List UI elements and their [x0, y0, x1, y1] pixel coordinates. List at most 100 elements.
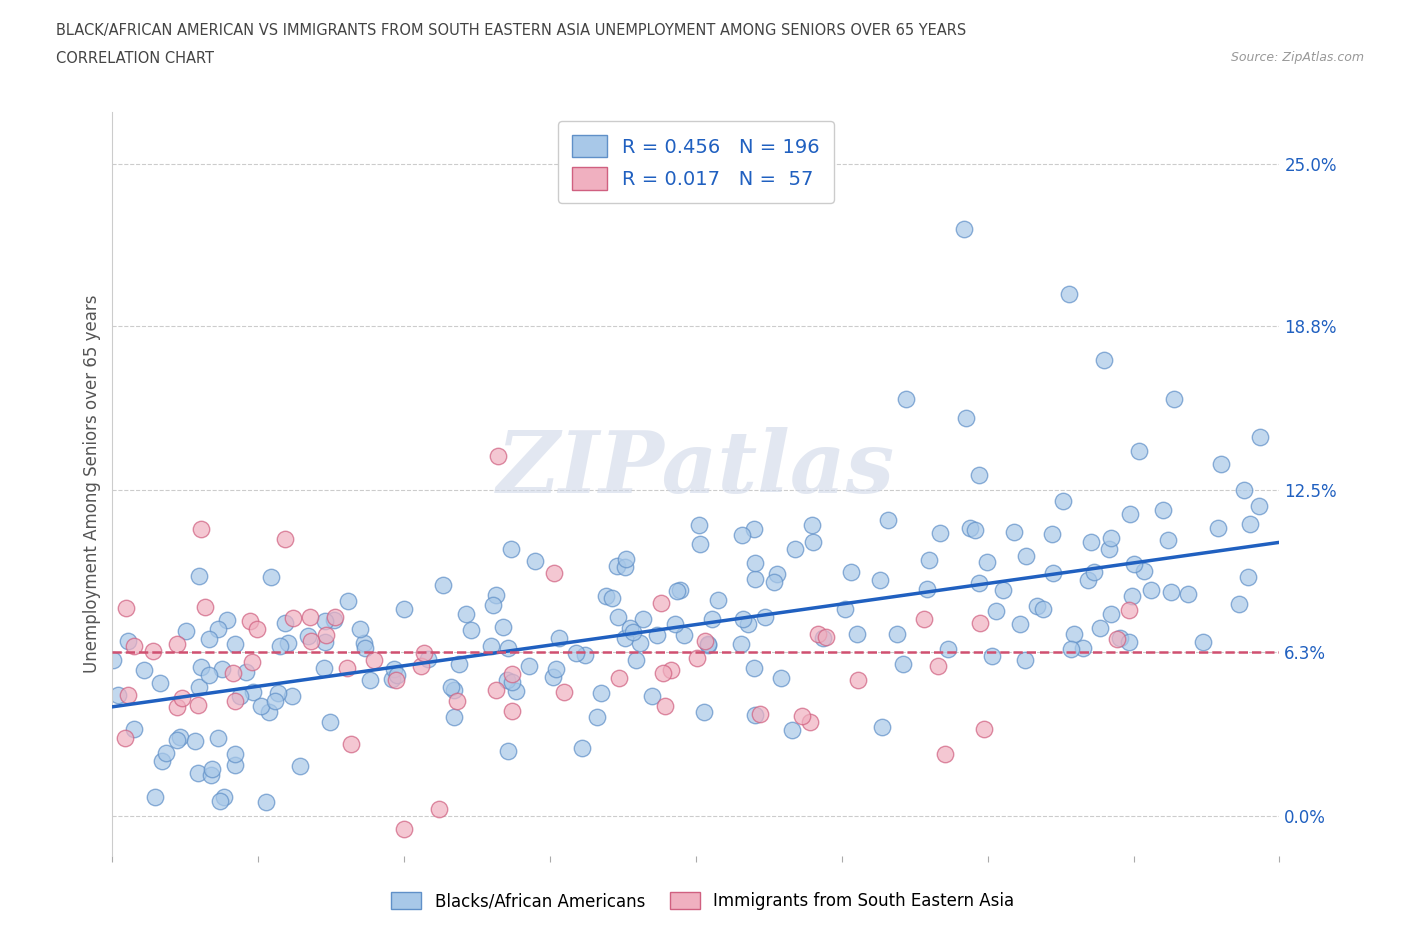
Point	[1206, 520, 1229, 535]
Point	[1002, 525, 1025, 539]
Point	[281, 610, 304, 625]
Legend: Blacks/African Americans, Immigrants from South Eastern Asia: Blacks/African Americans, Immigrants fro…	[385, 885, 1021, 917]
Point	[973, 722, 995, 737]
Point	[274, 532, 297, 547]
Point	[1119, 507, 1142, 522]
Point	[314, 613, 336, 628]
Point	[242, 684, 264, 699]
Point	[613, 631, 636, 646]
Point	[744, 522, 766, 537]
Point	[696, 637, 718, 652]
Point	[693, 705, 716, 720]
Point	[505, 684, 527, 698]
Point	[117, 633, 139, 648]
Text: Source: ZipAtlas.com: Source: ZipAtlas.com	[1230, 51, 1364, 64]
Point	[1118, 634, 1140, 649]
Point	[955, 411, 977, 426]
Point	[631, 612, 654, 627]
Point	[1083, 565, 1105, 579]
Point	[731, 527, 754, 542]
Point	[801, 518, 824, 533]
Point	[1132, 564, 1154, 578]
Point	[288, 758, 311, 773]
Point	[1123, 556, 1146, 571]
Point	[501, 675, 523, 690]
Point	[834, 602, 856, 617]
Point	[224, 694, 246, 709]
Point	[689, 537, 711, 551]
Point	[207, 731, 229, 746]
Point	[254, 795, 277, 810]
Point	[641, 688, 664, 703]
Point	[314, 635, 336, 650]
Point	[496, 743, 519, 758]
Point	[614, 551, 637, 566]
Point	[212, 790, 235, 804]
Point	[1032, 602, 1054, 617]
Point	[730, 637, 752, 652]
Point	[187, 568, 209, 583]
Point	[595, 589, 617, 604]
Point	[1042, 565, 1064, 580]
Point	[801, 535, 824, 550]
Y-axis label: Unemployment Among Seniors over 65 years: Unemployment Among Seniors over 65 years	[83, 295, 101, 672]
Point	[315, 628, 337, 643]
Point	[763, 575, 786, 590]
Point	[312, 660, 335, 675]
Point	[733, 612, 755, 627]
Point	[984, 604, 1007, 618]
Point	[496, 641, 519, 656]
Point	[418, 651, 440, 666]
Point	[277, 636, 299, 651]
Point	[845, 627, 868, 642]
Point	[807, 627, 830, 642]
Point	[184, 734, 207, 749]
Point	[143, 790, 166, 804]
Point	[589, 685, 612, 700]
Point	[394, 822, 416, 837]
Point	[1237, 569, 1260, 584]
Point	[440, 680, 463, 695]
Point	[155, 746, 177, 761]
Point	[693, 634, 716, 649]
Point	[963, 522, 986, 537]
Point	[744, 708, 766, 723]
Point	[115, 601, 138, 616]
Point	[363, 653, 385, 668]
Point	[1177, 587, 1199, 602]
Point	[1211, 457, 1233, 472]
Point	[166, 700, 188, 715]
Point	[600, 591, 623, 605]
Point	[198, 668, 221, 683]
Point	[385, 672, 408, 687]
Point	[392, 601, 415, 616]
Point	[501, 703, 523, 718]
Point	[1052, 494, 1074, 509]
Point	[211, 661, 233, 676]
Point	[650, 596, 672, 611]
Point	[1160, 585, 1182, 600]
Point	[927, 658, 949, 673]
Point	[340, 737, 363, 751]
Point	[174, 623, 197, 638]
Point	[811, 631, 834, 645]
Point	[456, 606, 478, 621]
Point	[443, 683, 465, 698]
Point	[190, 659, 212, 674]
Point	[1105, 631, 1128, 646]
Point	[1233, 483, 1256, 498]
Point	[886, 627, 908, 642]
Point	[240, 654, 263, 669]
Point	[117, 688, 139, 703]
Point	[432, 578, 454, 592]
Point	[409, 658, 432, 673]
Point	[665, 583, 688, 598]
Point	[449, 657, 471, 671]
Point	[460, 622, 482, 637]
Point	[114, 731, 136, 746]
Point	[1099, 530, 1122, 545]
Point	[166, 733, 188, 748]
Point	[412, 645, 434, 660]
Point	[427, 801, 450, 816]
Point	[1090, 620, 1112, 635]
